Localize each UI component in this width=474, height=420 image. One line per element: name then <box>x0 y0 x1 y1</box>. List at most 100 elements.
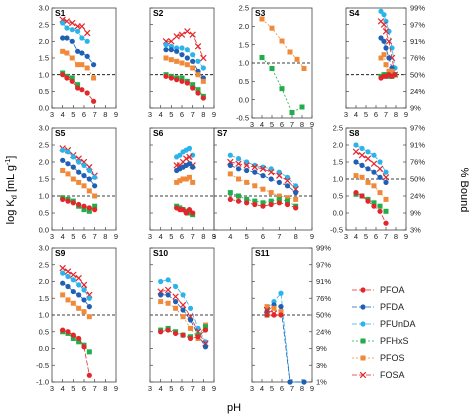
data-point <box>86 304 92 310</box>
x-tick-label: 8 <box>394 232 398 241</box>
data-point <box>173 330 179 337</box>
y-tick-label: 2.5 <box>239 4 249 13</box>
data-point <box>284 177 291 184</box>
data-point <box>179 60 185 66</box>
panel-s5: 3 4 5 6 7 8 9 0.0 0.5 1.0 1.5 2.0 2.5 3.0 S5 <box>39 124 119 241</box>
data-point <box>69 38 75 44</box>
data-point <box>60 168 66 173</box>
x-tick-label: 3 <box>344 232 348 241</box>
x-tick-label: 5 <box>71 232 75 241</box>
data-point <box>165 277 171 283</box>
data-point <box>186 145 193 151</box>
data-point <box>235 198 242 204</box>
data-point <box>383 45 389 51</box>
x-tick-label: 5 <box>364 110 368 119</box>
y-tick-label: 2.5 <box>39 260 49 269</box>
x-tick-label: 3 <box>50 232 54 241</box>
x-tick-label: 9 <box>310 120 314 129</box>
data-point <box>177 178 183 184</box>
x-tick-label: 6 <box>261 232 265 241</box>
y-tick-label: 0.0 <box>39 104 49 113</box>
data-point <box>184 80 190 86</box>
y-right-tick-label: 97% <box>410 20 425 29</box>
x-tick-label: 4 <box>159 232 163 241</box>
data-point <box>353 190 359 196</box>
x-tick-label: 5 <box>270 384 274 393</box>
data-point <box>80 281 88 289</box>
series-pfunda <box>158 277 209 345</box>
x-tick-label: 4 <box>159 110 163 119</box>
x-tick-label: 3 <box>50 110 54 119</box>
data-point <box>186 161 193 167</box>
data-point <box>289 110 295 115</box>
series-pfos <box>227 171 299 202</box>
data-point <box>76 159 82 165</box>
series-line <box>62 22 88 42</box>
data-point <box>163 73 169 79</box>
data-point <box>195 90 201 96</box>
x-tick-label: 9 <box>212 110 216 119</box>
data-point <box>279 38 285 44</box>
data-point <box>377 190 383 196</box>
data-point <box>353 159 359 165</box>
y-right-tick-label: 91% <box>316 277 331 286</box>
legend-item-fosa: FOSA <box>352 370 405 380</box>
data-point <box>65 273 71 280</box>
y-tick-label: 2.0 <box>39 37 49 46</box>
data-point <box>200 54 207 62</box>
data-point <box>81 162 87 168</box>
data-point <box>383 18 389 24</box>
data-point <box>173 305 179 311</box>
legend-label: FOSA <box>380 370 405 380</box>
data-point <box>179 78 185 84</box>
data-point <box>190 210 196 216</box>
data-point <box>359 174 365 180</box>
data-point <box>179 75 185 81</box>
data-point <box>69 27 75 33</box>
series-pfhxs <box>259 55 305 115</box>
y-tick-label: -1.0 <box>36 378 49 387</box>
series-line <box>62 72 78 85</box>
data-point <box>76 305 82 311</box>
y-tick-label: -0.5 <box>236 114 249 123</box>
y-tick-label: 0.0 <box>39 344 49 353</box>
data-point <box>76 339 82 345</box>
data-point <box>76 201 82 208</box>
data-point <box>284 201 291 208</box>
data-point <box>381 52 387 58</box>
data-point <box>60 292 66 298</box>
x-tick-label: 5 <box>245 232 249 241</box>
panel-frame <box>345 7 407 109</box>
x-tick-label: 3 <box>344 110 348 119</box>
data-point <box>86 208 92 214</box>
data-point <box>86 176 92 182</box>
panels-group: 3 4 5 6 7 8 90.00.51.01.52.02.53.0 S13 4 5 6 7 8 9S23… <box>36 4 425 393</box>
y-tick-label: 0.5 <box>39 209 49 218</box>
x-axis-title: pH <box>227 402 241 414</box>
legend-item-pfhxs: PFHxS <box>352 336 409 346</box>
data-point <box>187 335 194 342</box>
data-point <box>252 201 258 208</box>
y-tick-label: 2.0 <box>39 277 49 286</box>
data-point <box>158 278 164 285</box>
series-pfoa <box>163 73 206 101</box>
y-right-tick-label: 24% <box>410 192 425 201</box>
data-point <box>264 304 270 310</box>
y-tick-label: 2.0 <box>239 22 249 31</box>
data-point <box>184 28 191 35</box>
data-point <box>173 33 180 40</box>
data-point <box>386 68 392 74</box>
data-point <box>158 329 164 335</box>
data-point <box>377 208 383 214</box>
data-point <box>69 75 75 81</box>
data-point <box>259 16 265 22</box>
data-point <box>376 165 384 173</box>
data-point <box>381 12 387 18</box>
data-point <box>202 327 209 333</box>
panel-title: S7 <box>217 128 228 138</box>
x-tick-label: 4 <box>228 232 232 241</box>
data-point <box>244 167 250 174</box>
data-point <box>299 104 305 110</box>
data-point <box>168 47 174 53</box>
data-point <box>69 19 76 27</box>
